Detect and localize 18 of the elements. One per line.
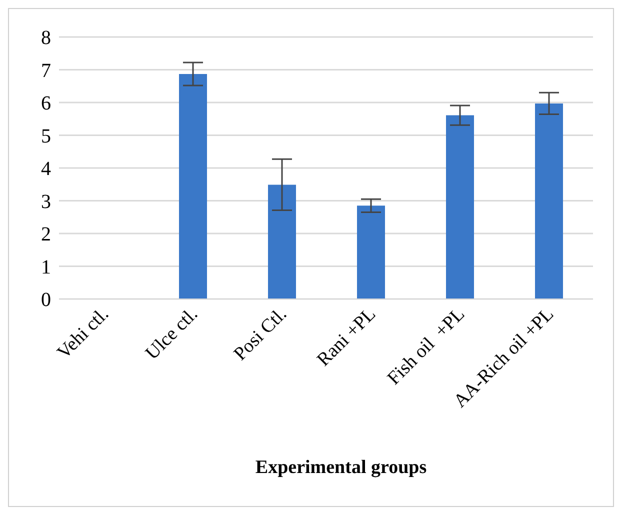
x-tick-label: Ulce ctl.	[142, 304, 202, 364]
y-tick-label: 3	[41, 190, 51, 213]
bar	[179, 74, 207, 299]
x-axis-title: Experimental groups	[254, 457, 428, 479]
y-tick-label: 4	[41, 158, 51, 180]
bar	[446, 115, 474, 299]
x-tick-label: Vehi ctl.	[53, 304, 114, 364]
x-tick-label: Posi Ctl.	[230, 304, 292, 365]
y-tick-label: 1	[41, 256, 51, 278]
y-tick-label: 0	[41, 289, 51, 312]
bar	[268, 184, 296, 299]
bar	[357, 206, 385, 299]
y-tick-label: 8	[41, 27, 51, 50]
y-tick-label: 5	[41, 125, 51, 148]
y-tick-label: 6	[41, 92, 51, 115]
y-tick-label: 7	[41, 60, 51, 82]
y-tick-label: 2	[41, 224, 51, 246]
bar	[535, 103, 563, 299]
